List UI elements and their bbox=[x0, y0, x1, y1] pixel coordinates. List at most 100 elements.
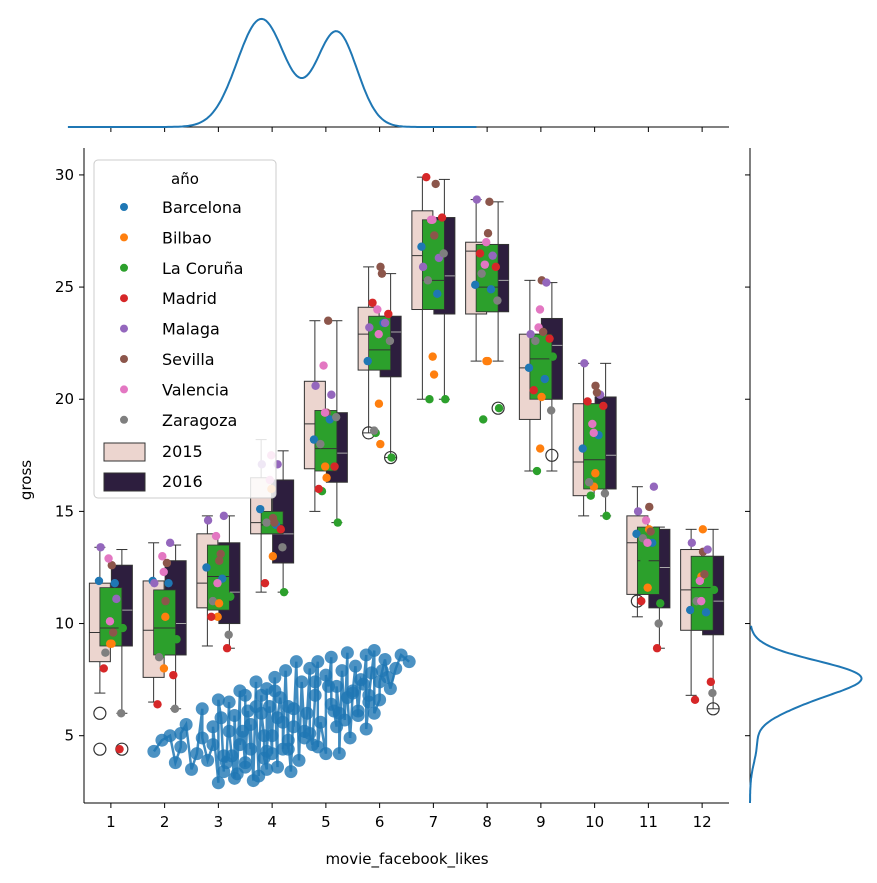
strip-point bbox=[686, 605, 695, 615]
scatter-point bbox=[265, 729, 279, 743]
strip-point bbox=[599, 401, 608, 411]
scatter-point bbox=[389, 661, 403, 675]
strip-point bbox=[214, 599, 224, 608]
strip-point bbox=[583, 397, 592, 406]
legend-label: La Coruña bbox=[162, 259, 243, 278]
x-tick-label: 11 bbox=[639, 813, 658, 831]
strip-point bbox=[578, 444, 587, 453]
strip-point bbox=[540, 374, 549, 384]
strip-point bbox=[365, 323, 374, 332]
strip-point bbox=[656, 599, 665, 608]
strip-point bbox=[423, 276, 433, 285]
strip-point bbox=[428, 215, 437, 224]
strip-point bbox=[687, 538, 697, 547]
strip-point bbox=[107, 561, 116, 570]
strip-point bbox=[591, 381, 600, 390]
scatter-point bbox=[314, 715, 327, 729]
x-tick-label: 10 bbox=[585, 813, 604, 831]
legend-title: año bbox=[171, 170, 199, 188]
scatter-point bbox=[365, 666, 379, 680]
scatter-point bbox=[268, 670, 282, 684]
box-flier bbox=[93, 706, 107, 720]
strip-point bbox=[479, 415, 488, 424]
scatter-point bbox=[351, 704, 365, 718]
legend-label: Sevilla bbox=[162, 350, 215, 369]
x-tick-label: 2 bbox=[160, 813, 170, 831]
strip-point bbox=[376, 439, 385, 449]
strip-point bbox=[202, 563, 211, 572]
strip-point bbox=[159, 567, 168, 577]
legend: año Barcelona Bilbao La Coruña Madrid Malaga… bbox=[93, 159, 277, 499]
strip-point bbox=[96, 543, 105, 552]
strip-point bbox=[256, 504, 265, 514]
strip-point bbox=[654, 619, 663, 628]
strip-point bbox=[472, 195, 482, 204]
strip-point bbox=[216, 549, 225, 559]
strip-point bbox=[158, 552, 167, 561]
strip-point bbox=[429, 370, 439, 379]
scatter-point bbox=[284, 765, 298, 779]
scatter-point bbox=[367, 706, 381, 720]
strip-point bbox=[643, 583, 652, 592]
scatter-point bbox=[147, 744, 161, 758]
y-axis-label: gross bbox=[17, 460, 35, 500]
strip-point bbox=[112, 594, 121, 604]
scatter-point bbox=[174, 740, 188, 754]
scatter-point bbox=[281, 733, 295, 747]
strip-point bbox=[545, 334, 554, 343]
strip-point bbox=[164, 578, 173, 588]
strip-point bbox=[323, 316, 333, 325]
strip-point bbox=[494, 404, 504, 413]
strip-point bbox=[529, 386, 538, 395]
strip-point bbox=[153, 700, 162, 709]
strip-point bbox=[99, 664, 108, 673]
strip-point bbox=[475, 249, 485, 258]
box-flier bbox=[491, 401, 505, 415]
scatter-point bbox=[206, 720, 220, 734]
scatter-point bbox=[367, 643, 381, 657]
strip-point bbox=[532, 466, 542, 476]
strip-point bbox=[695, 576, 705, 586]
strip-point bbox=[319, 361, 328, 370]
legend-marker bbox=[120, 263, 128, 272]
strip-point bbox=[172, 635, 181, 644]
strip-point bbox=[531, 336, 540, 346]
legend-swatch bbox=[103, 472, 146, 492]
legend-label: Malaga bbox=[162, 320, 220, 339]
scatter-point bbox=[174, 726, 188, 740]
scatter-point bbox=[381, 670, 395, 684]
strip-point bbox=[170, 704, 180, 713]
x-tick-label: 12 bbox=[693, 813, 712, 831]
scatter-point bbox=[244, 742, 258, 756]
strip-point bbox=[428, 352, 437, 361]
strip-point bbox=[380, 318, 390, 328]
scatter-point bbox=[195, 731, 209, 745]
strip-point bbox=[491, 262, 501, 272]
scatter-point bbox=[168, 756, 182, 770]
strip-point bbox=[320, 408, 330, 417]
strip-point bbox=[431, 179, 440, 189]
strip-point bbox=[643, 538, 652, 547]
scatter-layer bbox=[147, 643, 416, 790]
legend-label: Madrid bbox=[162, 289, 217, 308]
box-flier bbox=[93, 742, 107, 756]
strip-point bbox=[480, 260, 490, 269]
strip-point bbox=[588, 419, 597, 429]
box-flier bbox=[384, 450, 398, 465]
strip-point bbox=[700, 569, 709, 579]
strip-point bbox=[94, 576, 104, 586]
strip-point bbox=[703, 545, 712, 554]
scatter-point bbox=[271, 711, 284, 725]
scatter-point bbox=[295, 675, 309, 689]
strip-point bbox=[162, 558, 172, 568]
scatter-point bbox=[378, 652, 392, 666]
legend-marker bbox=[120, 415, 128, 424]
scatter-point bbox=[238, 688, 252, 702]
strip-point bbox=[417, 242, 426, 251]
scatter-point bbox=[219, 756, 233, 770]
legend-label: Barcelona bbox=[162, 198, 242, 217]
strip-point bbox=[708, 688, 717, 698]
x-tick-label: 8 bbox=[482, 813, 492, 831]
strip-point bbox=[701, 608, 711, 617]
strip-point bbox=[309, 435, 319, 444]
